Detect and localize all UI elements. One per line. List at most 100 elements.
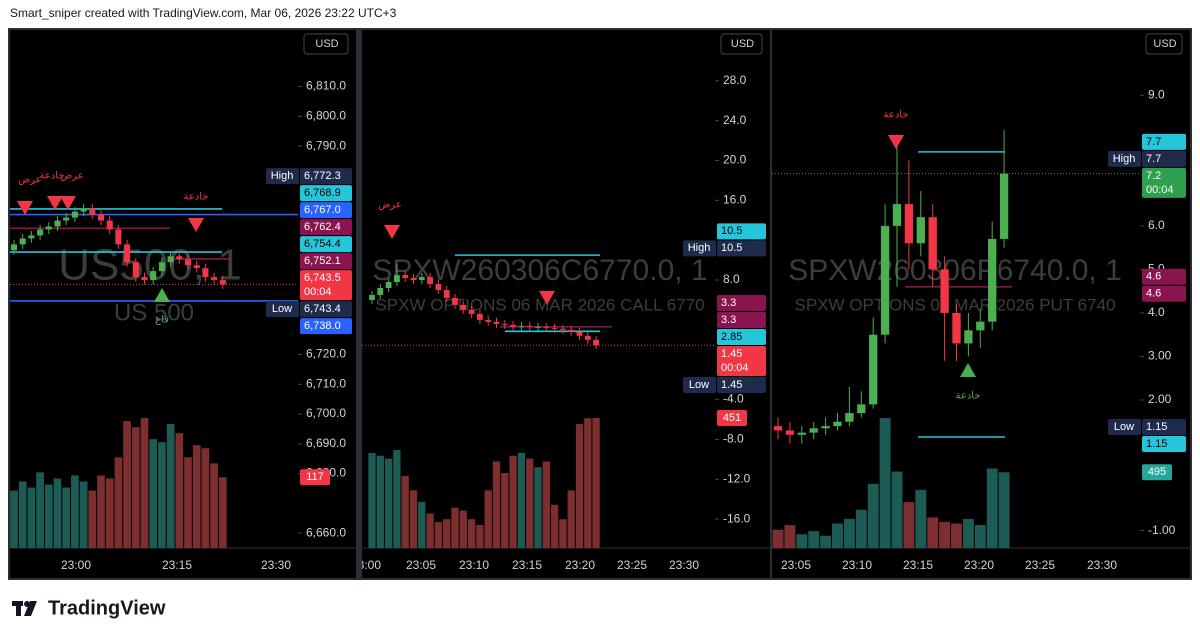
volume-label-box xyxy=(1142,464,1172,481)
price-countdown: 00:04 xyxy=(304,286,332,298)
time-label: 23:20 xyxy=(964,558,994,572)
time-label: 23:10 xyxy=(842,558,872,572)
volume-bar xyxy=(149,439,158,548)
price-tag-box xyxy=(1108,150,1141,167)
candle-body xyxy=(45,226,52,230)
price-label-box xyxy=(300,202,352,219)
price-label-box xyxy=(717,346,766,377)
volume-label: 451 xyxy=(723,412,741,424)
candle-body xyxy=(202,268,209,278)
currency-box xyxy=(1145,33,1183,55)
candle-body xyxy=(904,204,914,244)
candle-body xyxy=(964,330,973,344)
y-tick-label: 2.00 xyxy=(1148,392,1172,406)
logo-shape xyxy=(16,601,21,616)
price-label: 10.5 xyxy=(721,225,742,237)
volume-bar xyxy=(210,463,218,548)
candle-body xyxy=(785,430,795,435)
candle-body xyxy=(510,324,517,327)
volume-label-box xyxy=(300,469,330,486)
candle-body xyxy=(211,277,218,281)
volume-bar xyxy=(71,475,79,548)
volume-label: 117 xyxy=(306,471,324,483)
candle-body xyxy=(476,313,483,320)
candle-body xyxy=(106,220,113,230)
volume-bar xyxy=(820,535,832,548)
candle-body xyxy=(80,208,87,212)
volume-bar xyxy=(434,522,443,548)
volume-bar xyxy=(891,471,903,548)
volume-bar xyxy=(476,524,484,548)
candle-body xyxy=(940,269,949,313)
volume-bar xyxy=(796,534,808,548)
price-tag-box xyxy=(683,377,716,394)
price-label-box xyxy=(300,301,352,318)
price-label-box xyxy=(300,253,352,270)
volume-bar xyxy=(88,490,97,548)
pane-plot: SPXW260306P6740.0, 1 SPXW OPTIONS 06 MAR … xyxy=(772,110,1140,572)
candle-body xyxy=(54,220,61,227)
price-label: 6,743.5 xyxy=(304,272,341,284)
volume-bar xyxy=(459,510,467,548)
price-label: 1.45 xyxy=(721,379,742,391)
volume-bar xyxy=(575,424,584,548)
price-label-box xyxy=(1142,150,1186,167)
price-label: 6,772.3 xyxy=(304,170,341,182)
volume-bar xyxy=(542,461,550,548)
candle-body xyxy=(568,329,575,332)
candle-body xyxy=(551,327,558,329)
candle-body xyxy=(418,277,425,281)
y-tick-label: 20.0 xyxy=(723,153,747,167)
volume-bar xyxy=(534,467,542,548)
price-label: 1.15 xyxy=(1146,421,1167,433)
price-tag-box xyxy=(683,240,716,257)
candle-body xyxy=(124,244,131,263)
volume-bar xyxy=(451,507,459,548)
volume-bar xyxy=(18,481,27,548)
candle-body xyxy=(37,229,44,236)
candle-body xyxy=(999,173,1009,239)
watermark-title: SPXW260306C6770.0, 1 xyxy=(372,254,707,287)
candle-body xyxy=(28,235,35,239)
volume-bar xyxy=(550,504,559,548)
volume-bar xyxy=(53,478,62,548)
candle-body xyxy=(410,278,417,281)
volume-bar xyxy=(501,473,509,548)
price-label: 6,752.1 xyxy=(304,255,341,267)
candle-body xyxy=(115,229,122,245)
candle-body xyxy=(833,421,842,427)
watermark-subtitle: US 500 xyxy=(114,299,194,326)
y-tick-label: 6,720.0 xyxy=(306,347,346,361)
price-label-box xyxy=(300,219,352,236)
price-label: 10.5 xyxy=(721,242,742,254)
time-label: 23:25 xyxy=(617,558,647,572)
volume-bar xyxy=(492,461,501,548)
signal-label: عرض xyxy=(378,200,402,211)
candle-body xyxy=(543,326,550,328)
volume-bar xyxy=(443,519,451,548)
time-label: 23:30 xyxy=(1087,558,1117,572)
volume-bar xyxy=(36,472,44,548)
price-label: 7.7 xyxy=(1146,136,1161,148)
pane xyxy=(362,30,770,578)
candle-body xyxy=(150,271,157,281)
y-tick-label: 6.0 xyxy=(1148,218,1165,232)
volume-bar xyxy=(131,427,140,548)
y-tick-label: -1.00 xyxy=(1148,523,1176,537)
time-label: 23:30 xyxy=(261,558,291,572)
price-label-box xyxy=(717,312,766,329)
volume-bar xyxy=(368,452,376,548)
candle-body xyxy=(485,319,492,322)
currency-label: USD xyxy=(315,38,338,50)
signal-marker xyxy=(960,363,976,377)
volume-bar xyxy=(927,517,939,548)
y-tick-label: 6,690.0 xyxy=(306,436,346,450)
time-label: 23:15 xyxy=(512,558,542,572)
candle-body xyxy=(19,238,26,245)
volume-bar xyxy=(175,433,184,548)
price-label-box xyxy=(717,329,766,346)
volume-bar xyxy=(843,518,855,548)
candle-body xyxy=(952,312,961,344)
price-label: 1.45 xyxy=(721,348,742,360)
volume-bar xyxy=(808,531,820,548)
